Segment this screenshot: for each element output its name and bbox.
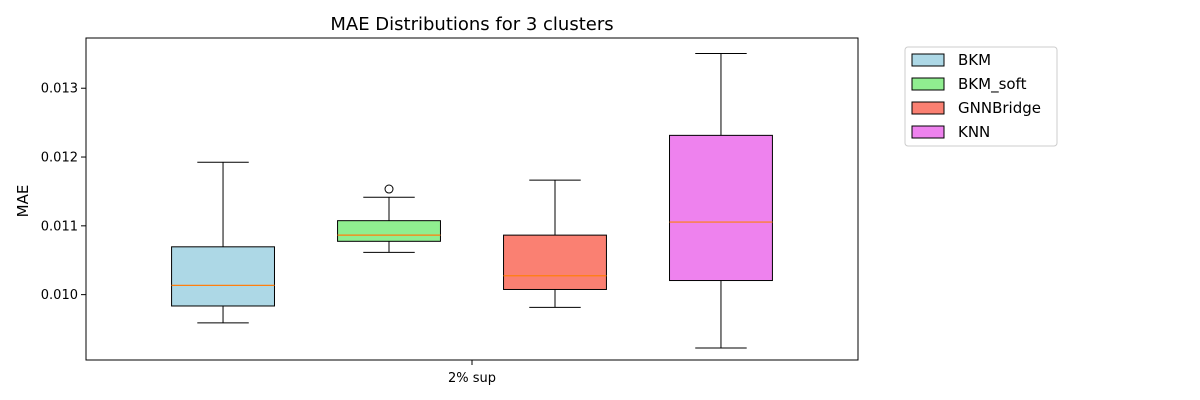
legend: BKM BKM_soft GNNBridge KNN [904, 46, 1058, 147]
box-gnnbridge [503, 179, 607, 308]
iqr-box [337, 220, 441, 242]
legend-label: BKM [958, 51, 991, 69]
x-axis: 2% sup [448, 360, 496, 386]
legend-swatch [911, 125, 945, 139]
iqr-box [503, 234, 607, 290]
y-axis-label: MAE [14, 185, 32, 218]
legend-swatch [911, 53, 945, 67]
x-tick-label: 2% sup [448, 371, 496, 386]
legend-label: GNNBridge [958, 99, 1041, 117]
legend-label: KNN [958, 123, 990, 141]
y-tick-label: 0.013 [41, 82, 78, 97]
y-tick-label: 0.010 [41, 288, 78, 303]
outlier-point [384, 184, 394, 194]
legend-frame [904, 46, 1058, 147]
y-tick-label: 0.011 [41, 219, 78, 234]
box-bkm_soft [337, 184, 441, 253]
chart-title: MAE Distributions for 3 clusters [330, 14, 613, 35]
y-tick-label: 0.012 [41, 151, 78, 166]
iqr-box [171, 246, 275, 307]
legend-swatch [911, 77, 945, 91]
legend-label: BKM_soft [958, 75, 1027, 94]
box-bkm [171, 161, 275, 324]
legend-swatch [911, 101, 945, 115]
box-knn [669, 52, 773, 349]
y-axis: 0.010 0.011 0.012 0.013 [41, 82, 86, 303]
plot-area [171, 52, 773, 349]
iqr-box [669, 134, 773, 282]
